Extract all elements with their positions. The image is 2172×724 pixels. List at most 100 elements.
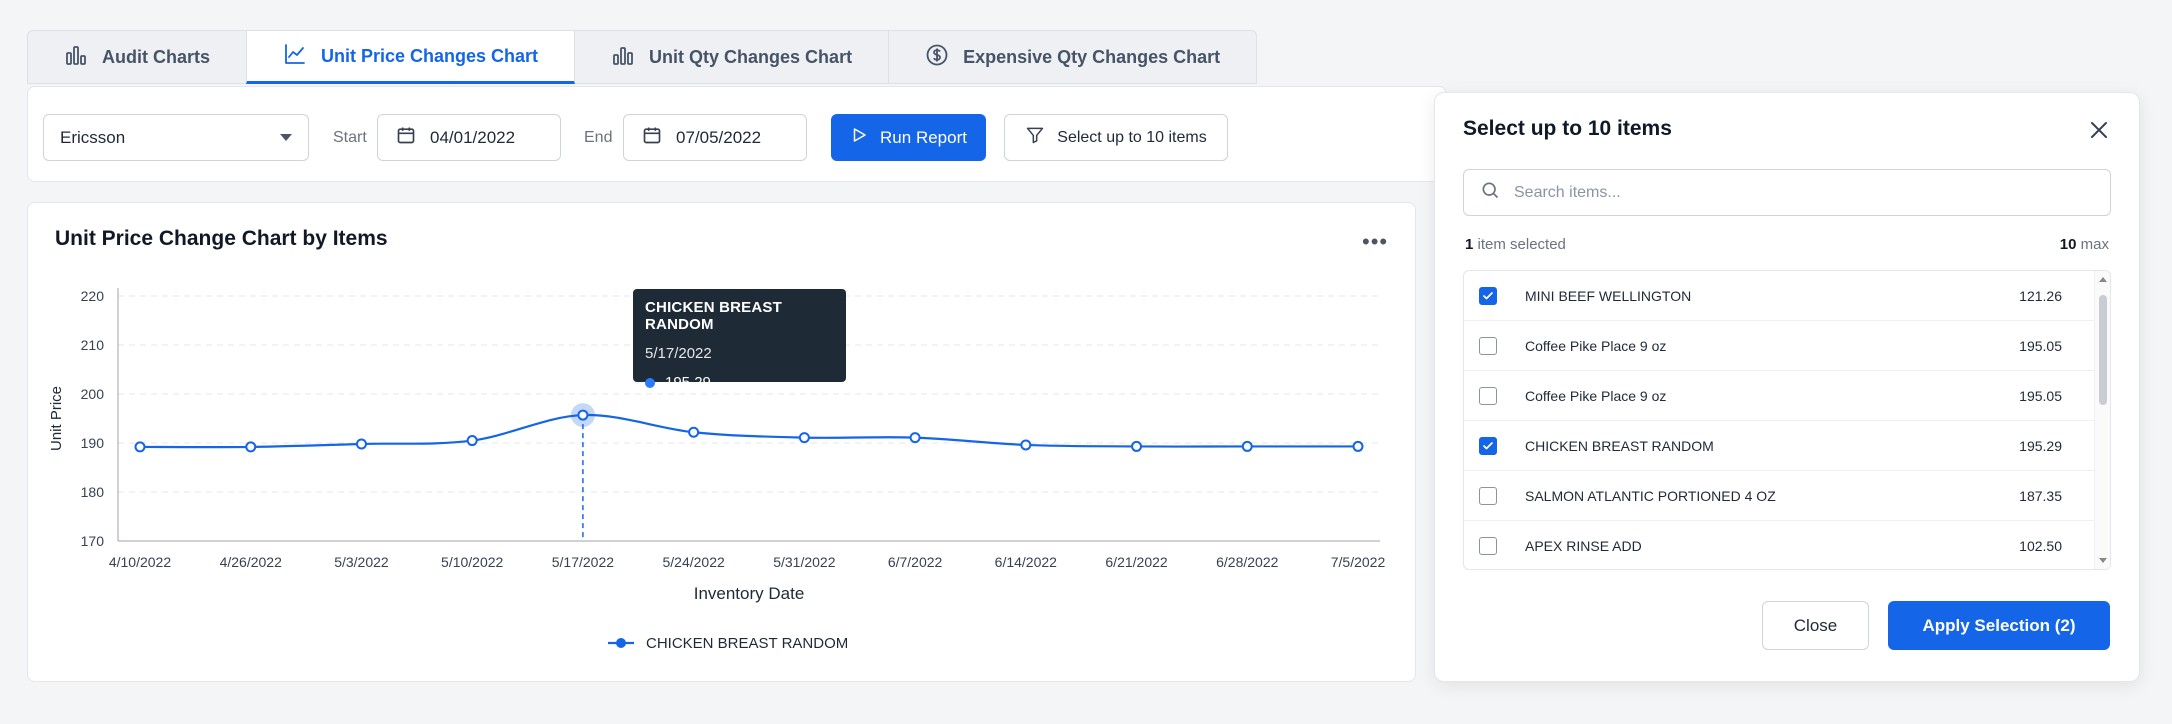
- unit-price-line-chart: 170 180 190 200 210 220 4/10/2022 4/26/2022 5/3/…: [48, 288, 1386, 652]
- series-line: [139, 413, 1358, 449]
- report-toolbar: Ericsson Start 04/01/2022 End 07/05/2022…: [27, 86, 1447, 182]
- run-report-button[interactable]: Run Report: [831, 114, 986, 161]
- search-input[interactable]: [1514, 183, 2074, 202]
- check-icon: [1483, 442, 1493, 450]
- selected-count-label: item selected: [1477, 236, 1566, 253]
- item-checkbox[interactable]: [1479, 487, 1497, 505]
- item-checkbox[interactable]: [1479, 537, 1497, 555]
- x-tick-label: 4/10/2022: [109, 554, 171, 570]
- data-point: [909, 432, 921, 444]
- scroll-down-arrow-icon[interactable]: [2099, 558, 2107, 563]
- x-tick-label: 5/31/2022: [773, 554, 835, 570]
- chart-card: Unit Price Change Chart by Items ••• 170…: [27, 202, 1416, 682]
- y-tick-label: 190: [81, 435, 105, 451]
- x-tick-label: 6/21/2022: [1105, 554, 1167, 570]
- data-point: [134, 441, 146, 453]
- selected-count: 1: [1465, 236, 1474, 253]
- item-checkbox[interactable]: [1479, 337, 1497, 355]
- item-name: SALMON ATLANTIC PORTIONED 4 OZ: [1525, 488, 1776, 504]
- max-count-text: 10 max: [2060, 236, 2109, 253]
- dialog-title: Select up to 10 items: [1463, 117, 1672, 140]
- item-name: APEX RINSE ADD: [1525, 538, 1642, 554]
- x-tick-label: 7/5/2022: [1331, 554, 1386, 570]
- chart-title: Unit Price Change Chart by Items: [55, 227, 388, 250]
- data-point: [798, 432, 810, 444]
- vendor-select[interactable]: Ericsson: [43, 114, 309, 161]
- dollar-circle-icon: [925, 43, 949, 72]
- data-point: [577, 409, 589, 421]
- list-scrollbar[interactable]: [2094, 271, 2110, 569]
- scroll-up-arrow-icon[interactable]: [2099, 277, 2107, 282]
- max-count: 10: [2059, 236, 2077, 253]
- list-item[interactable]: SALMON ATLANTIC PORTIONED 4 OZ 187.35: [1464, 471, 2110, 521]
- tab-unit-price-changes[interactable]: Unit Price Changes Chart: [246, 30, 576, 84]
- list-item[interactable]: CHICKEN BREAST RANDOM 195.29: [1464, 421, 2110, 471]
- end-date-value: 07/05/2022: [676, 127, 762, 147]
- x-tick-label: 5/24/2022: [662, 554, 724, 570]
- select-items-button[interactable]: Select up to 10 items: [1004, 114, 1228, 161]
- y-tick-label: 180: [81, 484, 105, 500]
- y-tick-label: 170: [81, 533, 105, 549]
- chevron-down-icon: [280, 134, 292, 141]
- max-count-label: max: [2080, 236, 2109, 253]
- data-point: [245, 441, 257, 453]
- x-tick-label: 6/7/2022: [888, 554, 943, 570]
- item-checkbox-checked[interactable]: [1479, 437, 1497, 455]
- start-label: Start: [333, 129, 367, 146]
- tab-expensive-qty-changes[interactable]: Expensive Qty Changes Chart: [888, 30, 1258, 84]
- tooltip-title: CHICKEN BREAST RANDOM: [645, 299, 782, 333]
- selected-count-text: 1 item selected: [1465, 236, 1566, 253]
- list-item[interactable]: Coffee Pike Place 9 oz 195.05: [1464, 371, 2110, 421]
- x-tick-label: 5/10/2022: [441, 554, 503, 570]
- vendor-select-value: Ericsson: [60, 127, 126, 147]
- tab-audit-charts[interactable]: Audit Charts: [27, 30, 247, 84]
- tooltip-value: 195.29: [665, 374, 711, 391]
- play-icon: [850, 126, 868, 149]
- select-items-dialog: Select up to 10 items 1 item selected 10…: [1434, 92, 2140, 682]
- bar-chart-icon: [64, 43, 88, 72]
- scroll-thumb[interactable]: [2099, 295, 2107, 405]
- tab-unit-qty-changes[interactable]: Unit Qty Changes Chart: [574, 30, 890, 84]
- list-item[interactable]: Coffee Pike Place 9 oz 195.05: [1464, 321, 2110, 371]
- end-date-field[interactable]: 07/05/2022: [623, 114, 807, 161]
- y-tick-label: 210: [81, 337, 105, 353]
- y-axis-title: Unit Price: [48, 386, 65, 451]
- apply-selection-button[interactable]: Apply Selection (2): [1888, 601, 2110, 650]
- item-name: Coffee Pike Place 9 oz: [1525, 338, 1667, 354]
- tab-label: Unit Price Changes Chart: [321, 45, 539, 66]
- start-date-value: 04/01/2022: [430, 127, 516, 147]
- start-date-field[interactable]: 04/01/2022: [377, 114, 561, 161]
- close-icon[interactable]: [2087, 118, 2111, 142]
- data-point: [355, 438, 367, 450]
- list-item[interactable]: APEX RINSE ADD 102.50: [1464, 521, 2110, 569]
- tab-label: Audit Charts: [102, 46, 210, 67]
- item-name: MINI BEEF WELLINGTON: [1525, 288, 1692, 304]
- filter-icon: [1025, 125, 1045, 150]
- run-report-label: Run Report: [880, 127, 967, 147]
- bar-chart-icon: [611, 43, 635, 72]
- item-name: CHICKEN BREAST RANDOM: [1525, 438, 1714, 454]
- legend-marker: [616, 638, 626, 648]
- close-button[interactable]: Close: [1762, 601, 1869, 650]
- tab-label: Expensive Qty Changes Chart: [963, 46, 1221, 67]
- x-tick-label: 5/17/2022: [552, 554, 614, 570]
- chart-tabs: Audit Charts Unit Price Changes Chart Un…: [27, 30, 1258, 84]
- item-list: MINI BEEF WELLINGTON 121.26 Coffee Pike Pl…: [1463, 270, 2111, 570]
- data-point: [688, 426, 700, 438]
- item-value: 195.05: [2019, 388, 2062, 404]
- item-name: Coffee Pike Place 9 oz: [1525, 388, 1667, 404]
- calendar-icon: [396, 125, 416, 150]
- list-item[interactable]: MINI BEEF WELLINGTON 121.26: [1464, 271, 2110, 321]
- tab-label: Unit Qty Changes Chart: [649, 46, 853, 67]
- x-tick-label: 6/28/2022: [1216, 554, 1278, 570]
- y-tick-label: 200: [81, 386, 105, 402]
- item-checkbox-checked[interactable]: [1479, 287, 1497, 305]
- item-value: 187.35: [2019, 488, 2062, 504]
- data-point: [1020, 439, 1032, 451]
- item-checkbox[interactable]: [1479, 387, 1497, 405]
- search-icon: [1480, 180, 1500, 205]
- more-horizontal-icon[interactable]: •••: [1362, 229, 1389, 254]
- end-label: End: [584, 129, 613, 146]
- item-value: 121.26: [2019, 288, 2062, 304]
- check-icon: [1483, 292, 1493, 300]
